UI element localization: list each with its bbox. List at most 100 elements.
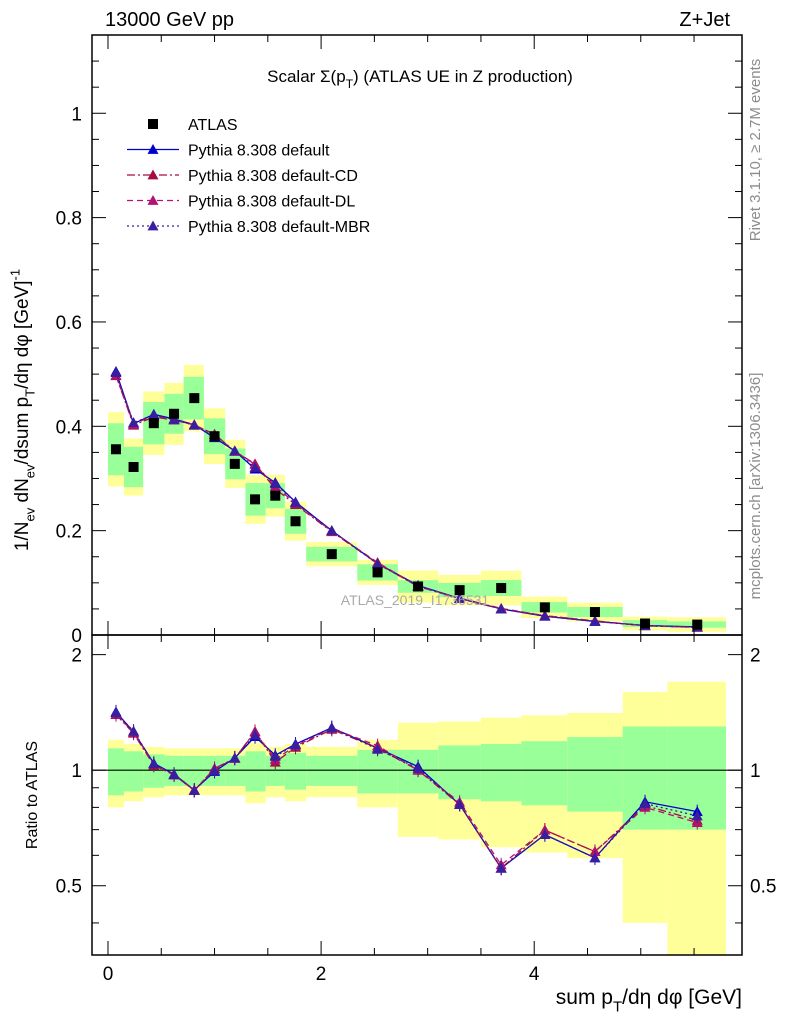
band-inner-ratio: [521, 741, 568, 806]
data-point-atlas: [209, 431, 220, 442]
y-tick-label: 0: [71, 626, 82, 647]
ratio-point-pythia-8-308-default-mbr: [290, 739, 302, 750]
data-point-atlas: [148, 418, 159, 429]
ratio-point-pythia-8-308-default-mbr: [412, 762, 424, 773]
ratio-point-pythia-8-308-default-mbr: [326, 722, 338, 733]
ratio-point-pythia-8-308-default-mbr: [269, 750, 281, 761]
band-inner-ratio: [567, 737, 623, 812]
data-point-atlas: [326, 549, 337, 560]
legend-label: ATLAS: [188, 117, 238, 134]
band-inner-ratio: [245, 751, 266, 792]
ratio-tick-label-right: 2: [750, 646, 761, 667]
rivet-label: Rivet 3.1.10, ≥ 2.7M events: [747, 59, 764, 242]
data-point-atlas: [692, 619, 703, 630]
ratio-tick-label-right: 0.5: [750, 877, 776, 898]
y-tick-label: 0.6: [56, 313, 82, 334]
series-point-pythia-8-308-default-mbr: [168, 414, 180, 424]
y-axis-label: 1/Nev dNev/dsum pT/dη dφ [GeV]-1: [7, 269, 37, 551]
main-panel: 0 0.2 0.4 0.6 0.8 1 Scalar Σ(pT) (ATLAS UE in…: [56, 34, 743, 647]
series-point-pythia-8-308-default-mbr: [326, 525, 338, 536]
ratio-point-pythia-8-308-default-mbr: [639, 798, 651, 809]
mcplots-label: mcplots.cern.ch [arXiv:1306.3436]: [747, 373, 764, 600]
ratio-tick-label-left: 2: [71, 646, 82, 667]
series-point-pythia-8-308-default-mbr: [454, 592, 466, 603]
series-point-pythia-8-308-default-mbr: [290, 496, 302, 507]
watermark-label: ATLAS_2019_I1736531: [341, 592, 490, 608]
ratio-point-pythia-8-308-default-mbr: [128, 725, 140, 736]
y-tick-label: 0.8: [56, 209, 82, 230]
legend-marker-pythia-8-308-default-dl: [147, 195, 159, 205]
band-inner-ratio: [438, 745, 481, 800]
ratio-point-pythia-8-308-default-mbr: [188, 784, 200, 795]
legend-marker-pythia-8-308-default-mbr: [147, 220, 159, 231]
ratio-point-pythia-8-308-default-mbr: [229, 752, 241, 763]
series-point-pythia-8-308-default-mbr: [229, 445, 241, 456]
data-point-atlas: [270, 490, 281, 501]
legend: ATLAS Pythia 8.308 default Pythia 8.308 de…: [127, 117, 370, 236]
data-point-atlas: [128, 462, 139, 472]
x-tick-label: 2: [316, 964, 327, 985]
legend-label: Pythia 8.308 default-CD: [188, 168, 358, 185]
y-tick-label: 0.2: [56, 522, 82, 543]
ratio-point-pythia-8-308-default-mbr: [372, 743, 384, 754]
header-right-label: Z+Jet: [679, 9, 730, 31]
legend-marker-atlas: [148, 119, 158, 129]
data-point-atlas: [372, 567, 383, 578]
series-point-pythia-8-308-default-mbr: [589, 615, 601, 626]
ratio-point-pythia-8-308-default-mbr: [691, 810, 703, 821]
x-axis-label: sum pT/dη dφ [GeV]: [556, 986, 742, 1015]
ratio-point-pythia-8-308-default-mbr: [454, 798, 466, 809]
series-point-pythia-8-308-default-mbr: [188, 419, 200, 430]
ratio-point-pythia-8-308-default-mbr: [539, 829, 551, 840]
data-point-atlas: [229, 458, 240, 469]
band-inner-ratio: [225, 755, 246, 786]
ratio-y-axis-label: Ratio to ATLAS: [24, 741, 41, 849]
ratio-point-pythia-8-308-default-mbr: [110, 707, 122, 717]
ratio-tick-label-left: 0.5: [56, 877, 82, 898]
band-inner-ratio: [284, 752, 307, 790]
data-point-atlas: [189, 393, 200, 404]
band-inner-ratio: [123, 751, 144, 792]
x-tick-label: 4: [529, 964, 540, 985]
data-point-atlas: [290, 516, 301, 527]
y-tick-label: 1: [71, 104, 82, 125]
ratio-tick-label-right: 1: [750, 761, 761, 782]
legend-marker-pythia-8-308-default: [147, 144, 159, 154]
data-point-atlas: [413, 581, 424, 592]
series-point-pythia-8-308-default-mbr: [148, 409, 160, 420]
ratio-point-pythia-8-308-default-mbr: [495, 862, 507, 873]
legend-marker-pythia-8-308-default-cd: [147, 169, 159, 180]
ratio-plot-frame: [91, 634, 743, 956]
ratio-point-pythia-8-308-default-mbr: [168, 769, 180, 779]
legend-label: Pythia 8.308 default: [188, 143, 330, 160]
x-tick-label: 0: [103, 964, 114, 985]
data-point-atlas: [496, 583, 507, 594]
data-point-atlas: [589, 607, 600, 618]
series-point-pythia-8-308-default-mbr: [249, 462, 261, 472]
series-point-pythia-8-308-default-mbr: [128, 417, 140, 428]
data-point-atlas: [250, 494, 261, 505]
ratio-point-pythia-8-308-default-mbr: [589, 852, 601, 863]
series-point-pythia-8-308-default-mbr: [539, 610, 551, 621]
series-point-pythia-8-308-default-mbr: [269, 478, 281, 489]
legend-label: Pythia 8.308 default-MBR: [188, 219, 370, 236]
band-inner-ratio: [183, 755, 204, 786]
series-point-pythia-8-308-default-mbr: [372, 558, 384, 569]
data-point-atlas: [110, 444, 121, 455]
y-tick-label: 0.4: [56, 417, 83, 438]
header-left-label: 13000 GeV pp: [105, 9, 234, 31]
band-inner-ratio: [306, 755, 358, 786]
series-point-pythia-8-308-default-mbr: [495, 603, 507, 614]
data-point-atlas: [539, 602, 550, 613]
band-inner-ratio: [480, 744, 522, 802]
legend-label: Pythia 8.308 default-DL: [188, 194, 355, 211]
ratio-point-pythia-8-308-default-mbr: [249, 729, 261, 740]
data-point-atlas: [454, 585, 465, 596]
data-point-atlas: [640, 618, 651, 629]
chart-title: Scalar Σ(pT) (ATLAS UE in Z production): [267, 67, 573, 91]
ratio-point-pythia-8-308-default-mbr: [148, 758, 160, 769]
ratio-tick-label-left: 1: [71, 761, 82, 782]
data-point-atlas: [169, 408, 180, 419]
series-point-pythia-8-308-default-mbr: [110, 367, 122, 377]
